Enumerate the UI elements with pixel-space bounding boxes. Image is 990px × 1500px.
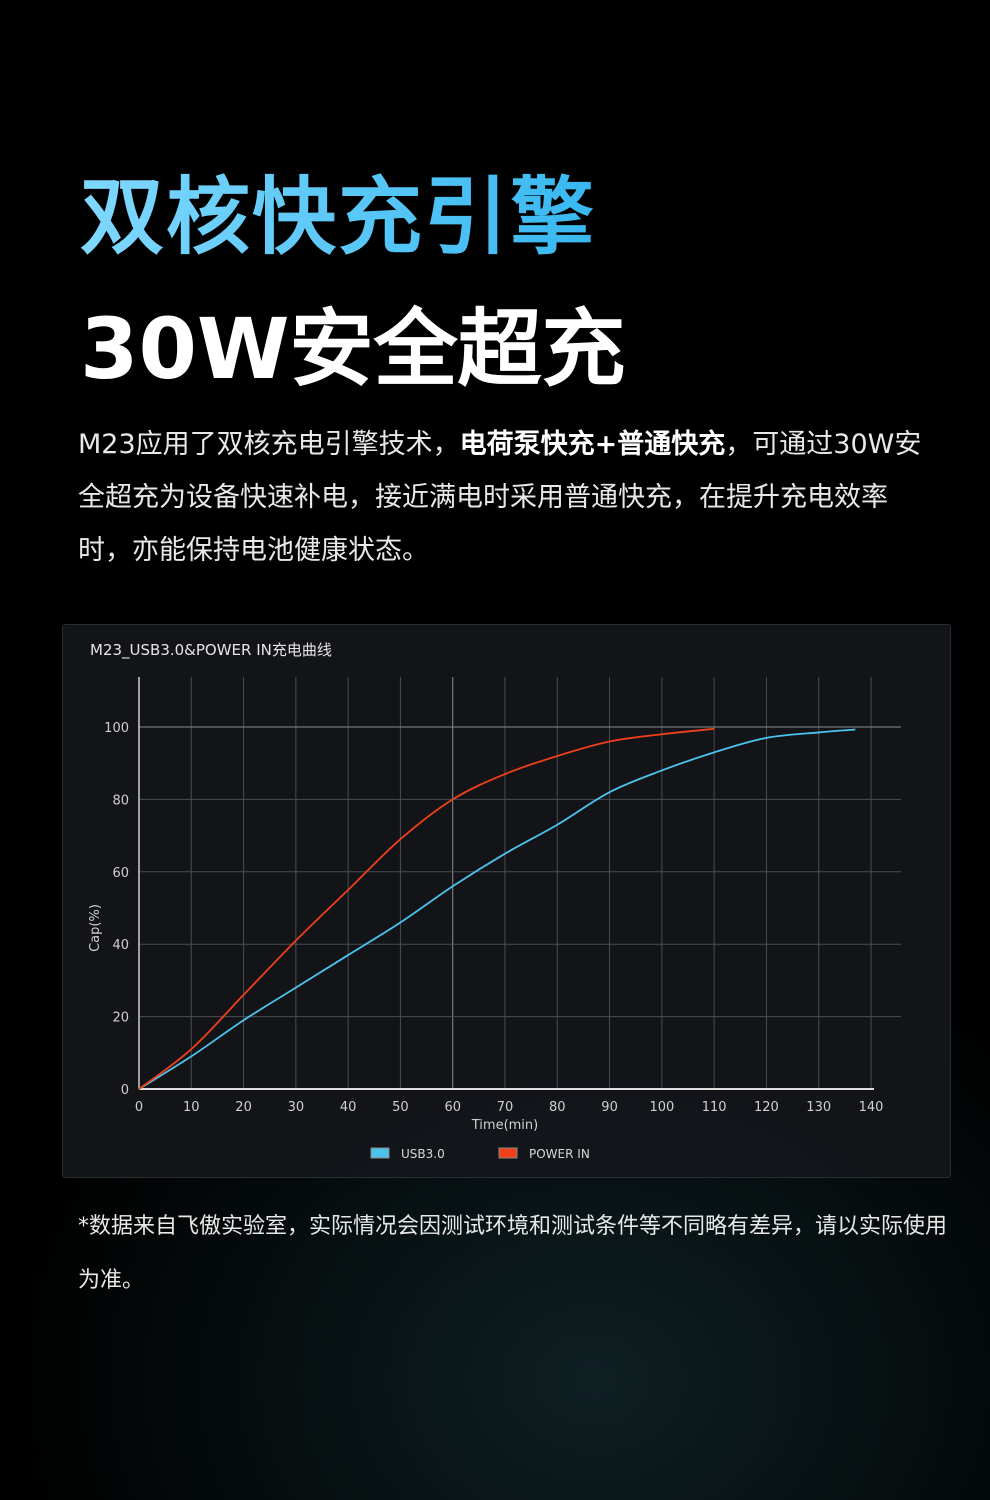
- x-tick-label: 20: [235, 1100, 252, 1115]
- headline-secondary: 30W安全超充: [80, 300, 626, 398]
- charging-curve-chart: 0 10 20 30 40 50 60 70 80 90 100 110 120 130 140 0 20 40 6…: [88, 677, 901, 1161]
- y-tick-label: 20: [112, 1011, 129, 1026]
- x-tick-label: 110: [702, 1100, 727, 1115]
- legend-swatch: [498, 1147, 518, 1159]
- legend-swatch: [370, 1147, 390, 1159]
- y-axis-label: Cap(%): [88, 904, 103, 952]
- x-tick-label: 50: [392, 1100, 409, 1115]
- description-part1: M23应用了双核充电引擎技术，: [78, 429, 460, 460]
- x-tick-label: 90: [601, 1100, 618, 1115]
- footnote: *数据来自飞傲实验室，实际情况会因测试环境和测试条件等不同略有差异，请以实际使用…: [78, 1214, 948, 1293]
- x-tick-label: 130: [806, 1100, 831, 1115]
- x-tick-label: 140: [859, 1100, 884, 1115]
- x-tick-label: 30: [288, 1100, 305, 1115]
- y-tick-label: 80: [112, 793, 129, 808]
- y-tick-label: 60: [112, 866, 129, 881]
- y-tick-label: 100: [104, 721, 129, 736]
- description: M23应用了双核充电引擎技术，电荷泵快充+普通快充，可通过30W安全超充为设备快…: [78, 418, 938, 577]
- y-tick-label: 0: [121, 1083, 129, 1098]
- x-tick-label: 0: [135, 1100, 143, 1115]
- x-tick-label: 60: [444, 1100, 461, 1115]
- series-line-usb3-0: [138, 728, 856, 1090]
- series-line-power-in: [138, 727, 715, 1090]
- x-tick-label: 40: [340, 1100, 357, 1115]
- y-tick-label: 40: [112, 938, 129, 953]
- description-highlight: 电荷泵快充+普通快充: [459, 429, 726, 460]
- x-tick-label: 120: [754, 1100, 779, 1115]
- legend-label: USB3.0: [401, 1147, 445, 1161]
- chart-card: M23_USB3.0&POWER IN充电曲线 0 10 20 30 40 50 60 70 8…: [62, 624, 951, 1178]
- x-tick-label: 80: [549, 1100, 566, 1115]
- description-part2: ，可通过30W安全超充为设备快速补电，接近满电时采用普通快充，在提升充电效率时，…: [78, 429, 922, 566]
- chart-title: M23_USB3.0&POWER IN充电曲线: [90, 641, 332, 659]
- legend-label: POWER IN: [529, 1147, 590, 1161]
- x-tick-label: 70: [497, 1100, 514, 1115]
- x-tick-label: 10: [183, 1100, 200, 1115]
- x-tick-label: 100: [649, 1100, 674, 1115]
- headline-primary: 双核快充引擎: [80, 150, 596, 271]
- x-axis-label: Time(min): [471, 1118, 538, 1133]
